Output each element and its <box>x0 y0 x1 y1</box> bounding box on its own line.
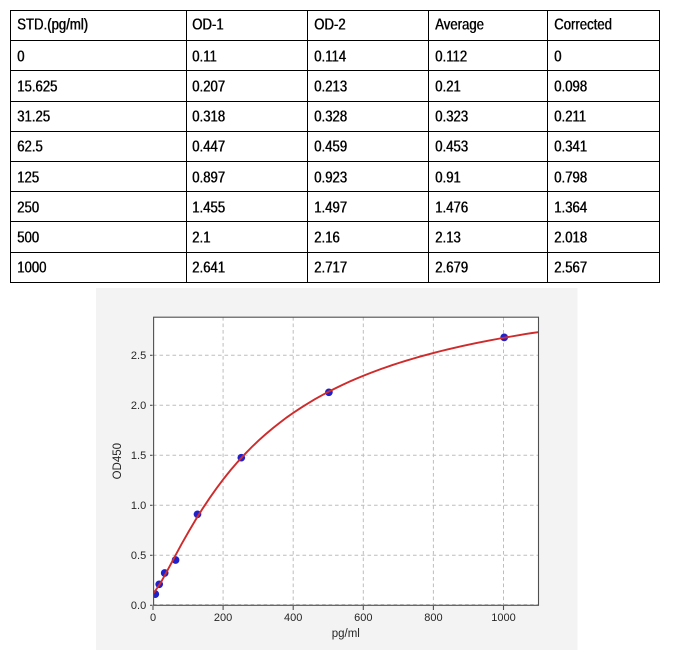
svg-text:400: 400 <box>284 612 302 624</box>
svg-text:2.0: 2.0 <box>131 400 146 412</box>
svg-text:1000: 1000 <box>491 612 515 624</box>
svg-text:0: 0 <box>150 612 156 624</box>
svg-text:pg/ml: pg/ml <box>332 628 360 640</box>
svg-text:OD450: OD450 <box>112 443 124 479</box>
svg-text:2.5: 2.5 <box>131 350 146 362</box>
svg-text:200: 200 <box>214 612 232 624</box>
svg-text:1.5: 1.5 <box>131 450 146 462</box>
svg-text:0.0: 0.0 <box>131 600 146 612</box>
svg-text:0.5: 0.5 <box>131 550 146 562</box>
svg-text:600: 600 <box>354 612 372 624</box>
svg-text:800: 800 <box>424 612 442 624</box>
svg-text:1.0: 1.0 <box>131 500 146 512</box>
